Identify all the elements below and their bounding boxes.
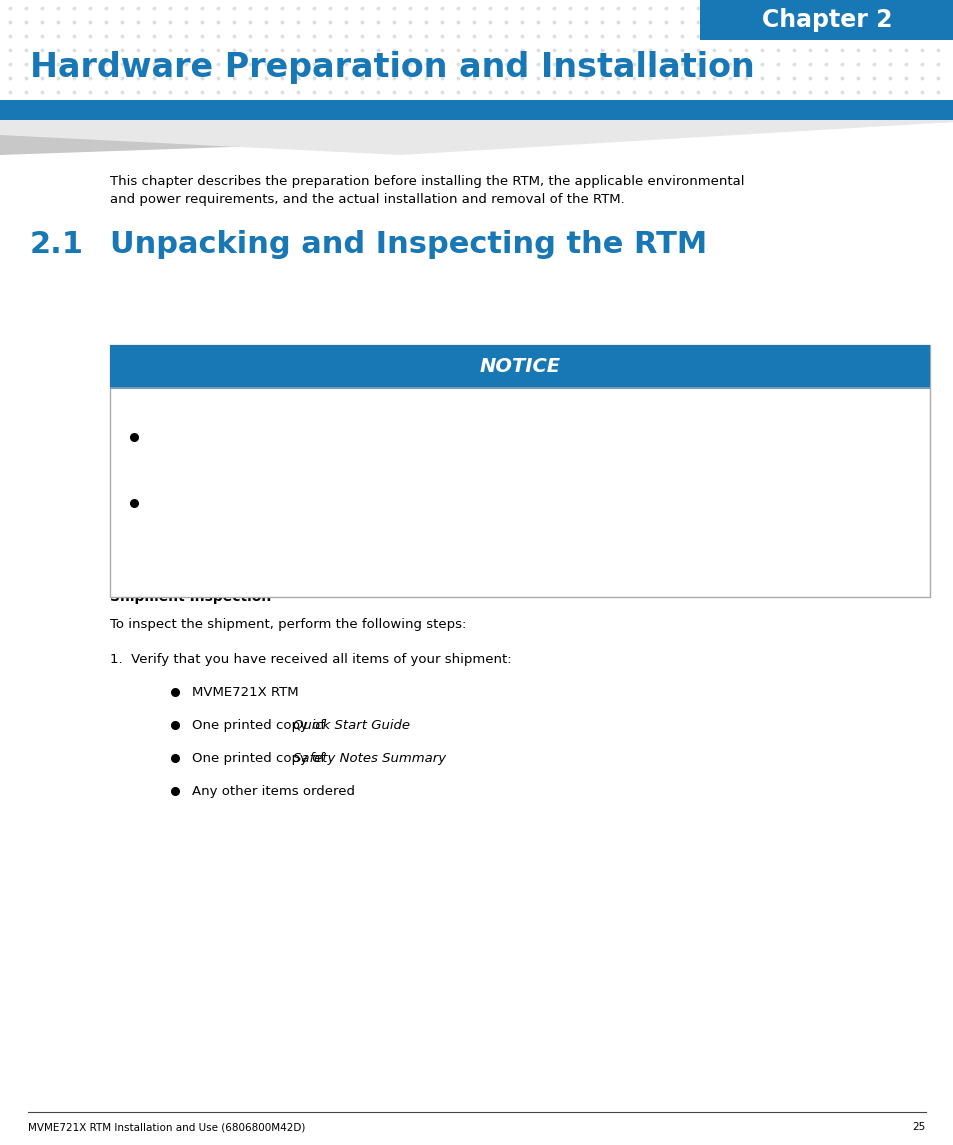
Text: MVME721X RTM: MVME721X RTM: [192, 686, 298, 698]
Text: Any other items ordered: Any other items ordered: [192, 785, 355, 798]
Text: 25: 25: [912, 1122, 925, 1132]
Text: To inspect the shipment, perform the following steps:: To inspect the shipment, perform the fol…: [110, 618, 466, 631]
Text: NOTICE: NOTICE: [479, 356, 560, 376]
Text: Electrostatic discharge and incorrect installation and removal of the blade can : Electrostatic discharge and incorrect in…: [150, 431, 732, 444]
Text: an ESD-safe environment.: an ESD-safe environment.: [150, 515, 323, 528]
Text: One printed copy of: One printed copy of: [192, 719, 329, 732]
Text: and power requirements, and the actual installation and removal of the RTM.: and power requirements, and the actual i…: [110, 194, 624, 206]
Text: One printed copy of: One printed copy of: [192, 752, 329, 765]
Bar: [0, 100, 953, 120]
Text: Unpacking and Inspecting the RTM: Unpacking and Inspecting the RTM: [110, 230, 706, 259]
Bar: [700, 0, 953, 40]
Text: Before touching the blade or electronic components, make sure that you are worki: Before touching the blade or electronic …: [150, 497, 736, 510]
Text: This chapter describes the preparation before installing the RTM, the applicable: This chapter describes the preparation b…: [110, 175, 743, 188]
Text: Quick Start Guide: Quick Start Guide: [293, 719, 410, 732]
Bar: [110, 387, 929, 388]
Bar: [110, 345, 929, 597]
Text: MVME721X RTM Installation and Use (6806800M42D): MVME721X RTM Installation and Use (68068…: [28, 1122, 305, 1132]
Text: circuits or shorten its life.: circuits or shorten its life.: [150, 449, 320, 461]
Text: Shipment Inspection: Shipment Inspection: [110, 590, 271, 605]
Text: 2.1: 2.1: [30, 230, 84, 259]
Bar: [110, 345, 929, 387]
Text: Safety Notes Summary: Safety Notes Summary: [293, 752, 446, 765]
Text: Chapter 2: Chapter 2: [760, 8, 891, 32]
Text: 1.  Verify that you have received all items of your shipment:: 1. Verify that you have received all ite…: [110, 653, 511, 666]
Polygon shape: [0, 120, 953, 155]
Text: Damage of Circuits: Damage of Circuits: [122, 403, 249, 416]
Text: Hardware Preparation and Installation: Hardware Preparation and Installation: [30, 52, 754, 85]
Polygon shape: [0, 120, 953, 155]
